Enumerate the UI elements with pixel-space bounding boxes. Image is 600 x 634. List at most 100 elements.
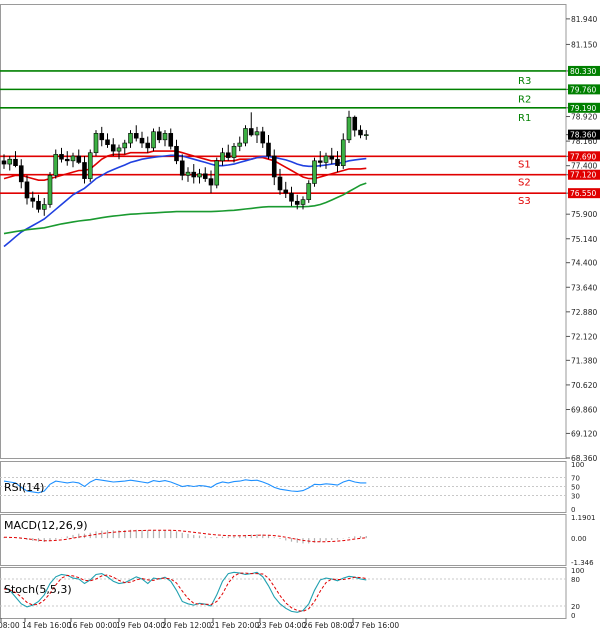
candle-body	[179, 160, 185, 176]
candle-body	[191, 171, 197, 178]
time-tick-label: 16 Feb 00:00	[68, 621, 117, 630]
candle-body	[225, 152, 231, 158]
candle-body	[139, 137, 145, 144]
price-tick-label: 72.880	[571, 308, 597, 317]
candle-body	[306, 183, 312, 200]
price-tick-label: 78.160	[571, 137, 597, 146]
candle-body	[128, 133, 133, 144]
stoch-d-line	[3, 572, 367, 612]
candle-body	[317, 160, 323, 163]
candle-body	[312, 160, 317, 184]
candle-body	[70, 155, 76, 162]
level-tag-s1: 77.690	[570, 152, 596, 161]
rsi-tick-label: 100	[571, 461, 584, 469]
macd-tick-label: 0.00	[571, 535, 587, 543]
time-tick-label: 19 Feb 04:00	[116, 621, 165, 630]
candle-body	[105, 139, 110, 145]
candle-body	[110, 144, 116, 152]
candle-body	[220, 152, 225, 162]
candle-body	[13, 158, 18, 166]
stoch-tick-label: 80	[571, 576, 580, 584]
candle-body	[202, 173, 208, 179]
candle-body	[168, 133, 174, 147]
level-tag-r1: 79.190	[570, 104, 596, 113]
candle-body	[82, 162, 87, 179]
level-label-r1: R1	[518, 113, 531, 124]
candle-body	[185, 171, 191, 176]
candle-body	[116, 147, 122, 152]
moving-average-line-2	[3, 154, 367, 248]
time-tick-label: 23 Feb 04:00	[257, 621, 306, 630]
candle-body	[1, 160, 7, 165]
candle-body	[294, 200, 300, 205]
candle-body	[254, 131, 260, 136]
level-tag-bg-r2	[568, 84, 600, 95]
level-label-s2: S2	[518, 178, 531, 189]
candle-body	[122, 142, 128, 149]
candle-body	[352, 116, 358, 131]
candle-body	[197, 173, 202, 178]
level-tag-bg-s3	[568, 188, 600, 199]
price-tick-label: 74.400	[571, 259, 597, 268]
candle-body	[41, 204, 47, 210]
grid-lines	[0, 4, 567, 459]
rsi-tick-label: 30	[571, 493, 580, 501]
candle-body	[237, 142, 243, 147]
candle-body	[145, 142, 151, 149]
price-tick-label: 81.150	[571, 40, 597, 49]
candle-body	[243, 128, 248, 144]
candle-body	[214, 160, 220, 186]
rsi-tick-label: 50	[571, 484, 580, 492]
candle-body	[283, 189, 289, 194]
candle-body	[59, 154, 64, 160]
level-tag-bg-r3	[568, 65, 600, 76]
macd-signal-line	[3, 529, 367, 543]
candle-body	[358, 129, 363, 136]
main-panel-frame	[0, 4, 567, 459]
macd-panel-frame	[0, 514, 567, 566]
candle-body	[133, 133, 139, 139]
candle-body	[151, 131, 156, 149]
price-tick-label: 75.140	[571, 235, 597, 244]
candle-body	[271, 155, 277, 178]
price-tick-label: 70.620	[571, 381, 597, 390]
stoch-panel-frame	[0, 567, 567, 619]
price-tick-label: 81.940	[571, 15, 597, 24]
price-tick-label: 69.860	[571, 405, 597, 414]
candle-body	[323, 155, 329, 163]
rsi-tick-label: 0	[571, 506, 575, 514]
candle-body	[329, 155, 335, 160]
level-tag-bg-s1	[568, 151, 600, 162]
level-tag-bg-s2	[568, 169, 600, 180]
candle-body	[47, 175, 53, 205]
macd-label: MACD(12,26,9)	[4, 519, 88, 532]
stoch-tick-label: 100	[571, 567, 584, 575]
candle-body	[208, 178, 214, 186]
macd-tick-label: 1.1901	[571, 514, 596, 522]
candle-body	[18, 165, 24, 183]
level-label-s3: S3	[518, 196, 531, 207]
candle-body	[24, 181, 30, 199]
candle-body	[277, 176, 283, 191]
price-tick-label: 71.380	[571, 356, 597, 365]
price-tick-label: 75.900	[571, 210, 597, 219]
moving-averages	[3, 150, 367, 248]
level-label-s1: S1	[518, 159, 531, 170]
candle-body	[76, 155, 82, 163]
level-tag-r3: 80.330	[570, 67, 596, 76]
candle-body	[53, 154, 59, 176]
candle-body	[99, 133, 105, 141]
candle-body	[340, 139, 346, 166]
level-label-r3: R3	[518, 76, 531, 87]
rsi-label: RSI(14)	[4, 481, 44, 494]
time-tick-label: 08:00	[0, 621, 20, 630]
candle-body	[64, 158, 70, 162]
moving-average-line-1	[3, 150, 367, 181]
candle-body	[36, 200, 41, 210]
candle-body	[174, 145, 179, 162]
time-tick-label: 14 Feb 16:00	[22, 621, 71, 630]
price-tick-label: 78.920	[571, 113, 597, 122]
